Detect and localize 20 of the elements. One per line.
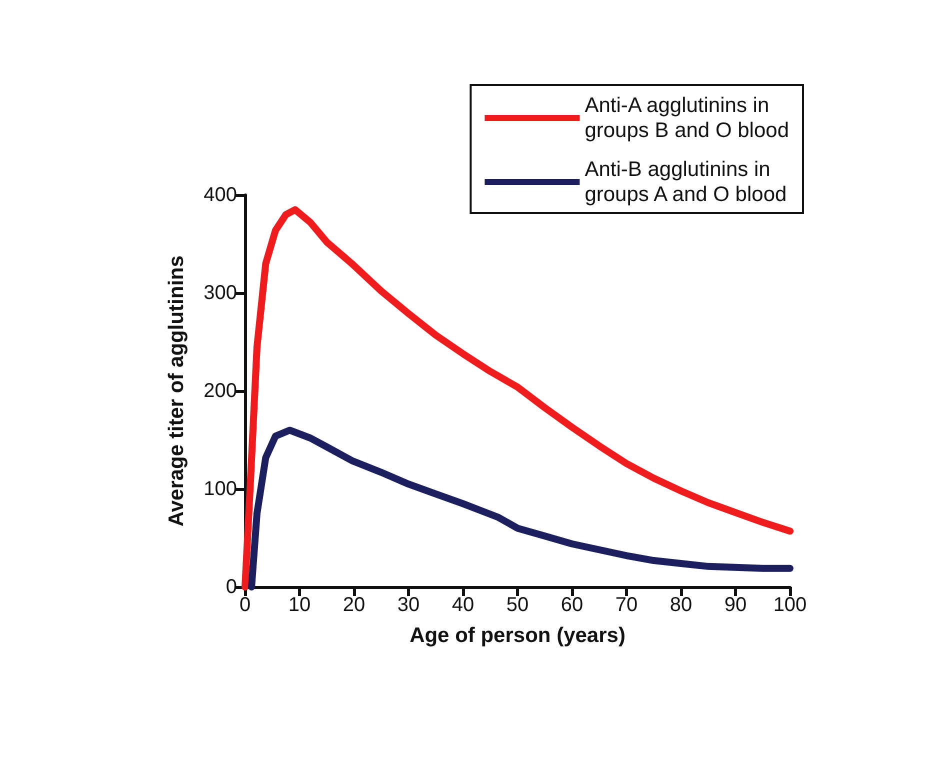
legend-label: Anti-B agglutinins in groups A and O blood (584, 158, 787, 206)
x-tick-label: 100 (773, 594, 807, 616)
x-tick-label: 80 (670, 594, 692, 616)
x-tick-label: 10 (288, 594, 311, 616)
x-tick-label: 50 (506, 594, 529, 616)
x-tick-label: 60 (560, 594, 584, 616)
x-tick-label: 40 (452, 594, 474, 616)
y-axis-title: Average titer of agglutinins (165, 255, 188, 527)
x-tick-label: 0 (239, 594, 251, 616)
y-tick-label: 100 (204, 478, 237, 500)
legend-label: Anti-A agglutinins in groups B and O blood (584, 94, 790, 142)
x-tick-label: 30 (397, 594, 420, 616)
x-tick-label: 70 (615, 594, 638, 616)
x-tick-label: 90 (724, 594, 747, 616)
x-axis-title: Age of person (years) (410, 624, 626, 647)
y-tick-label: 200 (204, 380, 237, 402)
y-tick-label: 400 (204, 184, 237, 206)
x-tick-label: 20 (342, 594, 366, 616)
y-tick-label: 0 (226, 576, 237, 598)
y-tick-label: 300 (204, 282, 237, 304)
